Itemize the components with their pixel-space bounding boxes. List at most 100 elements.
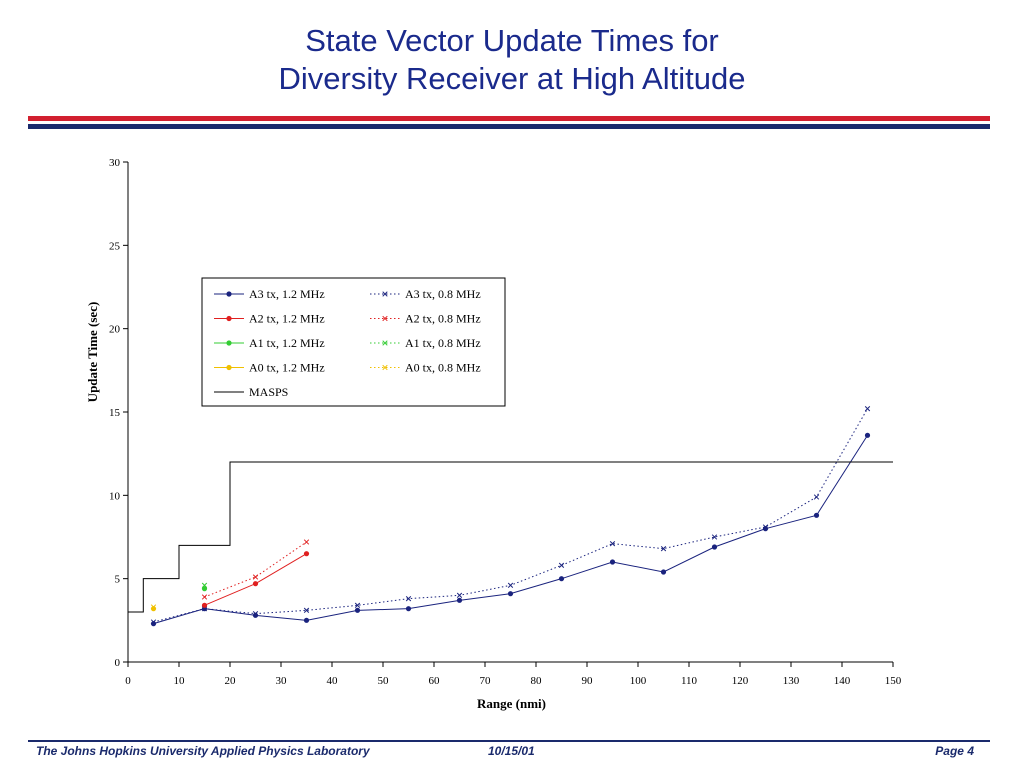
data-point-a2-tx-1-2-mhz [201, 602, 208, 608]
data-point-a3-tx-1-2-mhz [405, 606, 412, 612]
x-tick-label: 50 [378, 675, 390, 687]
series-masps [128, 461, 893, 613]
data-point-a3-tx-0-8-mhz [762, 524, 769, 530]
data-point-a3-tx-0-8-mhz [558, 562, 565, 568]
x-tick-label: 70 [480, 675, 492, 687]
x-tick-label: 110 [681, 675, 698, 687]
legend-swatch-marker [226, 340, 232, 346]
legend-entry: A2 tx, 0.8 MHz [370, 312, 481, 326]
x-tick-label: 80 [531, 675, 543, 687]
marker-stroke [150, 619, 157, 625]
legend-label: A3 tx, 1.2 MHz [249, 287, 325, 301]
series-a2-tx-0-8-mhz [201, 539, 310, 600]
data-point-a3-tx-0-8-mhz [711, 534, 718, 540]
data-point-a3-tx-0-8-mhz [609, 541, 616, 547]
footer-divider [28, 740, 990, 742]
data-point-a3-tx-0-8-mhz [303, 607, 310, 613]
legend-swatch-marker [382, 340, 388, 346]
marker-stroke [354, 602, 361, 608]
y-tick-label: 25 [109, 240, 121, 252]
x-tick-label: 140 [834, 675, 851, 687]
data-point-a1-tx-1-2-mhz [201, 586, 208, 592]
legend-entry: A0 tx, 1.2 MHz [214, 361, 325, 375]
marker-stroke [252, 574, 259, 580]
data-point-a3-tx-1-2-mhz [660, 569, 667, 575]
marker-stroke [303, 539, 310, 545]
marker-stroke [382, 364, 388, 371]
marker-stroke [405, 596, 412, 602]
series-line-a2-tx-1-2-mhz [204, 553, 307, 606]
footer-page-number: Page 4 [935, 744, 974, 758]
x-tick-label: 120 [732, 675, 749, 687]
footer-date: 10/15/01 [488, 744, 535, 758]
marker-stroke [609, 541, 616, 547]
legend-box [201, 277, 506, 407]
header-band-navy [28, 124, 990, 129]
marker-stroke [382, 315, 388, 322]
data-point-a3-tx-1-2-mhz [813, 512, 820, 518]
legend-label: MASPS [249, 385, 288, 399]
legend-entry: A1 tx, 1.2 MHz [214, 336, 325, 350]
data-point-a3-tx-0-8-mhz [864, 406, 871, 412]
data-point-a3-tx-1-2-mhz [303, 617, 310, 623]
y-tick-label: 15 [109, 407, 121, 419]
series-line-masps [128, 461, 893, 613]
y-tick-label: 5 [115, 574, 121, 586]
marker-stroke [507, 582, 514, 588]
data-point-a3-tx-1-2-mhz [609, 559, 616, 565]
footer-organization: The Johns Hopkins University Applied Phy… [36, 744, 370, 758]
marker-stroke [456, 592, 463, 598]
marker-stroke [864, 406, 871, 412]
x-tick-label: 40 [327, 675, 339, 687]
legend-swatch-marker [226, 315, 232, 322]
marker-stroke [660, 546, 667, 552]
chart-legend: A3 tx, 1.2 MHz A3 tx, 0.8 MHz A2 tx, 1.2 M… [201, 277, 506, 407]
legend-entry: A0 tx, 0.8 MHz [370, 361, 481, 375]
x-tick-label: 0 [125, 675, 131, 687]
data-point-a3-tx-1-2-mhz [456, 597, 463, 603]
series-a0-tx-0-8-mhz [150, 604, 157, 610]
data-point-a3-tx-0-8-mhz [405, 596, 412, 602]
x-tick-label: 100 [630, 675, 647, 687]
y-tick-label: 0 [115, 657, 121, 669]
marker-stroke [711, 534, 718, 540]
data-point-a2-tx-0-8-mhz [303, 539, 310, 545]
legend-swatch-marker [382, 315, 388, 322]
data-point-a3-tx-1-2-mhz [558, 576, 565, 582]
data-point-a3-tx-0-8-mhz [456, 592, 463, 598]
legend-swatch-marker [226, 364, 232, 371]
header-band-red [28, 116, 990, 121]
marker-stroke [150, 604, 157, 610]
slide-title: State Vector Update Times for Diversity … [0, 22, 1024, 98]
data-point-a3-tx-0-8-mhz [813, 494, 820, 500]
data-point-a3-tx-0-8-mhz [150, 619, 157, 625]
legend-label: A1 tx, 1.2 MHz [249, 336, 325, 350]
y-tick-label: 10 [109, 490, 121, 502]
legend-label: A0 tx, 1.2 MHz [249, 361, 325, 375]
data-point-a1-tx-0-8-mhz [201, 582, 208, 588]
data-point-a2-tx-1-2-mhz [303, 551, 310, 557]
data-point-a0-tx-1-2-mhz [150, 606, 157, 612]
data-point-a3-tx-1-2-mhz [864, 432, 871, 438]
legend-entry: MASPS [214, 385, 288, 399]
legend-swatch-marker [382, 364, 388, 371]
marker-stroke [762, 524, 769, 530]
slide-title-line-2: Diversity Receiver at High Altitude [278, 61, 746, 96]
legend-entry: A3 tx, 1.2 MHz [214, 287, 325, 301]
series-line-a2-tx-0-8-mhz [204, 541, 307, 598]
legend-label: A0 tx, 0.8 MHz [405, 361, 481, 375]
update-time-chart: 0 10 20 30 40 50 60 70 80 90 100 110 120 130 140 150 0 5 1… [85, 157, 902, 711]
x-tick-label: 90 [582, 675, 594, 687]
data-point-a3-tx-0-8-mhz [354, 602, 361, 608]
marker-stroke [813, 494, 820, 500]
chart-series [128, 406, 893, 627]
series-a3-tx-0-8-mhz [150, 406, 871, 625]
legend-label: A3 tx, 0.8 MHz [405, 287, 481, 301]
y-axis-label: Update Time (sec) [85, 302, 100, 403]
data-point-a3-tx-1-2-mhz [507, 591, 514, 597]
x-tick-label: 150 [885, 675, 902, 687]
series-a1-tx-1-2-mhz [201, 586, 208, 592]
data-point-a3-tx-0-8-mhz [252, 611, 259, 617]
marker-stroke [252, 611, 259, 617]
x-tick-label: 60 [429, 675, 441, 687]
